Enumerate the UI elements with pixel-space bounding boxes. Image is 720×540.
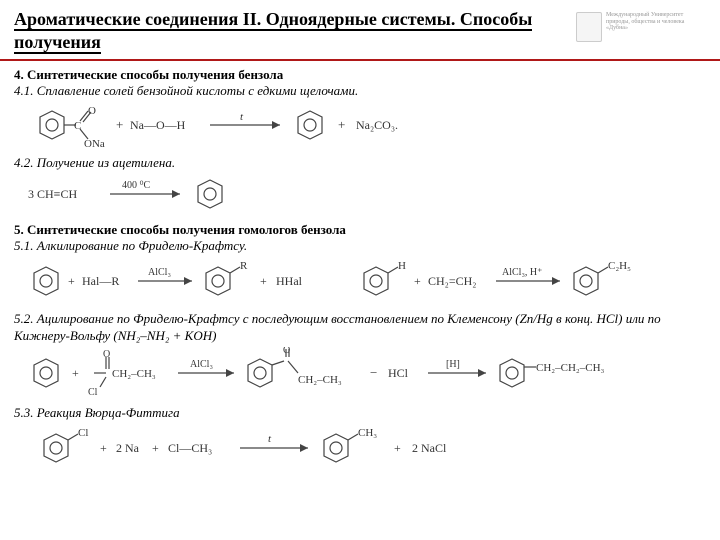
reaction-4-2: 3 CH≡CH 400 ⁰C bbox=[20, 174, 706, 214]
header-rule bbox=[0, 59, 720, 61]
section-4-2: 4.2. Получение из ацетилена. bbox=[14, 155, 706, 171]
svg-text:ONa: ONa bbox=[84, 138, 105, 150]
svg-text:+: + bbox=[338, 117, 345, 132]
svg-text:t: t bbox=[268, 433, 272, 445]
svg-text:Cl: Cl bbox=[88, 387, 98, 398]
svg-text:O: O bbox=[88, 105, 96, 117]
svg-text:H: H bbox=[398, 260, 406, 272]
institution-logo: Международный Университет природы, общес… bbox=[576, 8, 706, 42]
reaction-5-3: Cl + 2 Na + Cl—CH₃ t CH₃ + 2 NaCl bbox=[20, 424, 706, 472]
svg-text:+: + bbox=[394, 441, 401, 455]
svg-text:AlCl₃, H⁺: AlCl₃, H⁺ bbox=[502, 267, 542, 278]
svg-text:CH₃: CH₃ bbox=[358, 427, 377, 439]
svg-text:t: t bbox=[240, 111, 244, 123]
section-5-head: 5. Синтетические способы получения гомол… bbox=[14, 222, 706, 238]
reaction-4-1: C O ONa + Na—O—H t + Na₂CO₃. bbox=[20, 103, 706, 151]
svg-text:CH₂=CH₂: CH₂=CH₂ bbox=[428, 274, 476, 288]
svg-text:[H]: [H] bbox=[446, 359, 460, 370]
page-title: Ароматические соединения II. Одноядерные… bbox=[14, 8, 576, 53]
svg-text:+: + bbox=[116, 117, 123, 132]
section-5-3: 5.3. Реакция Вюрца-Фиттига bbox=[14, 405, 706, 421]
svg-text:CH₂–CH₃: CH₂–CH₃ bbox=[298, 374, 342, 386]
svg-text:O: O bbox=[283, 347, 290, 356]
svg-text:3 CH≡CH: 3 CH≡CH bbox=[28, 187, 77, 201]
svg-text:R: R bbox=[240, 260, 248, 272]
reaction-5-2: + O Cl CH₂–CH₃ AlCl₃ O CH₂–CH₃ − bbox=[20, 347, 706, 401]
svg-text:HCl: HCl bbox=[388, 366, 409, 380]
svg-text:CH₂–CH₂–CH₃: CH₂–CH₂–CH₃ bbox=[536, 362, 605, 374]
svg-text:+: + bbox=[68, 274, 75, 288]
section-5-1: 5.1. Алкилирование по Фриделю-Крафтсу. bbox=[14, 238, 706, 254]
reaction-5-1: + Hal—R AlCl₃ R + HHal H + CH₂=CH₂ AlCl₃… bbox=[20, 257, 706, 307]
svg-text:−: − bbox=[370, 365, 377, 380]
institution-name: Международный Университет природы, общес… bbox=[606, 12, 706, 32]
svg-text:C₂H₅: C₂H₅ bbox=[608, 260, 631, 272]
page-title-block: Ароматические соединения II. Одноядерные… bbox=[14, 8, 576, 53]
svg-text:C: C bbox=[74, 120, 81, 132]
svg-text:2 NaCl: 2 NaCl bbox=[412, 441, 447, 455]
svg-text:Na₂CO₃.: Na₂CO₃. bbox=[356, 118, 398, 132]
svg-text:HHal: HHal bbox=[276, 274, 303, 288]
svg-text:CH₂–CH₃: CH₂–CH₃ bbox=[112, 368, 156, 380]
svg-text:Na—O—H: Na—O—H bbox=[130, 118, 186, 132]
svg-text:Cl: Cl bbox=[78, 427, 88, 439]
svg-text:+: + bbox=[260, 274, 267, 288]
svg-text:+: + bbox=[152, 441, 159, 455]
section-4-head: 4. Синтетические способы получения бензо… bbox=[14, 67, 706, 83]
svg-text:+: + bbox=[100, 441, 107, 455]
svg-text:AlCl₃: AlCl₃ bbox=[190, 359, 213, 370]
svg-text:AlCl₃: AlCl₃ bbox=[148, 267, 171, 278]
crest-icon bbox=[576, 12, 602, 42]
svg-text:+: + bbox=[72, 366, 79, 380]
svg-text:+: + bbox=[414, 274, 421, 288]
section-5-2: 5.2. Ацилирование по Фриделю-Крафтсу с п… bbox=[14, 311, 706, 344]
title-line2: получения bbox=[14, 32, 101, 54]
svg-text:2 Na: 2 Na bbox=[116, 441, 140, 455]
section-4-1: 4.1. Сплавление солей бензойной кислоты … bbox=[14, 83, 706, 99]
title-line1: Ароматические соединения II. Одноядерные… bbox=[14, 9, 532, 31]
svg-text:400 ⁰C: 400 ⁰C bbox=[122, 180, 151, 191]
svg-text:O: O bbox=[103, 349, 110, 360]
svg-text:Cl—CH₃: Cl—CH₃ bbox=[168, 441, 212, 455]
svg-text:Hal—R: Hal—R bbox=[82, 274, 119, 288]
